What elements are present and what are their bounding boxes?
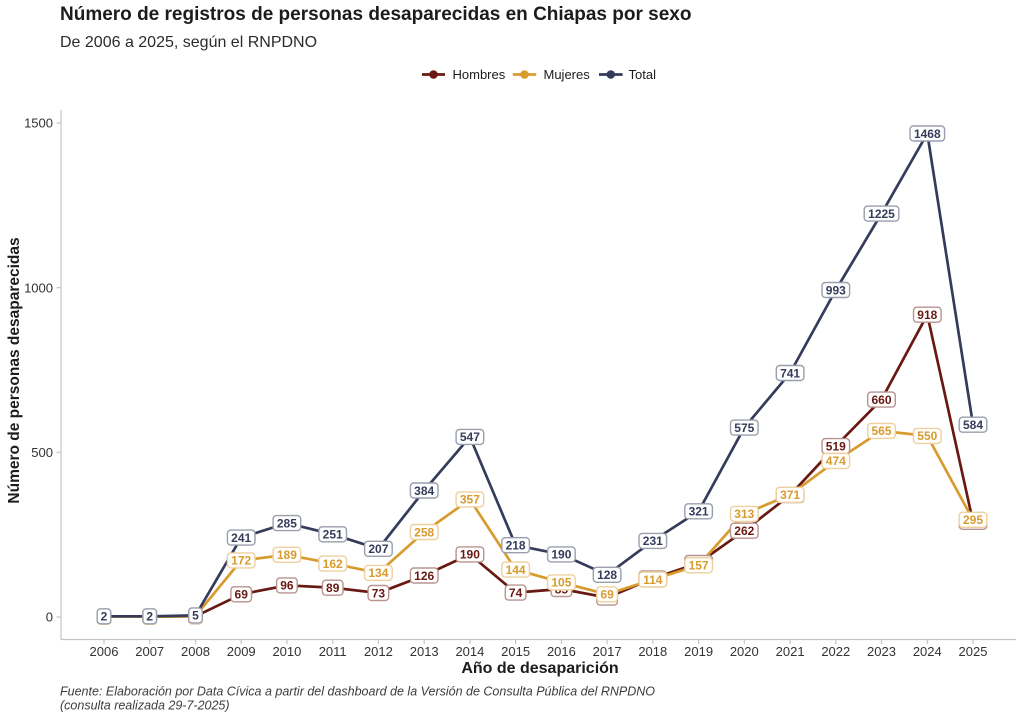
svg-text:2014: 2014	[455, 644, 484, 659]
svg-text:231: 231	[643, 534, 663, 548]
svg-text:Fuente: Elaboración por Data C: Fuente: Elaboración por Data Cívica a pa…	[60, 685, 655, 699]
svg-text:2011: 2011	[319, 644, 347, 659]
svg-text:5: 5	[192, 609, 199, 623]
svg-text:2008: 2008	[181, 644, 210, 659]
svg-text:144: 144	[506, 563, 526, 577]
svg-text:584: 584	[963, 418, 983, 432]
svg-text:73: 73	[372, 586, 386, 600]
svg-text:128: 128	[597, 568, 617, 582]
svg-text:519: 519	[826, 439, 846, 453]
svg-text:69: 69	[600, 588, 614, 602]
svg-text:2006: 2006	[90, 644, 119, 659]
svg-text:2019: 2019	[684, 644, 713, 659]
svg-text:262: 262	[734, 524, 754, 538]
svg-text:547: 547	[460, 430, 480, 444]
svg-text:172: 172	[231, 554, 251, 568]
svg-text:1468: 1468	[914, 127, 941, 141]
svg-text:69: 69	[235, 588, 249, 602]
svg-text:550: 550	[917, 429, 937, 443]
svg-text:190: 190	[551, 548, 571, 562]
svg-text:993: 993	[826, 283, 846, 297]
svg-text:258: 258	[414, 525, 434, 539]
svg-text:134: 134	[368, 566, 388, 580]
svg-text:2016: 2016	[547, 644, 576, 659]
svg-text:384: 384	[414, 484, 434, 498]
svg-text:0: 0	[46, 610, 53, 625]
svg-text:207: 207	[368, 542, 388, 556]
svg-text:2: 2	[101, 610, 108, 624]
svg-text:565: 565	[871, 424, 891, 438]
svg-text:162: 162	[323, 557, 343, 571]
svg-text:474: 474	[826, 454, 846, 468]
svg-text:2024: 2024	[913, 644, 942, 659]
svg-text:2025: 2025	[959, 644, 988, 659]
svg-text:2: 2	[146, 610, 153, 624]
svg-text:285: 285	[277, 516, 297, 530]
svg-text:241: 241	[231, 531, 251, 545]
svg-text:1225: 1225	[868, 207, 895, 221]
svg-text:Mujeres: Mujeres	[544, 67, 591, 82]
svg-text:918: 918	[917, 308, 937, 322]
svg-text:Hombres: Hombres	[453, 67, 506, 82]
svg-text:Número de personas desaparecid: Número de personas desaparecidas	[6, 237, 23, 503]
svg-text:371: 371	[780, 488, 800, 502]
svg-text:89: 89	[326, 581, 340, 595]
svg-text:2010: 2010	[272, 644, 301, 659]
svg-text:500: 500	[31, 445, 53, 460]
svg-text:2009: 2009	[227, 644, 256, 659]
svg-text:114: 114	[643, 573, 663, 587]
svg-text:(consulta realizada 29-7-2025): (consulta realizada 29-7-2025)	[60, 699, 230, 713]
svg-text:Total: Total	[629, 67, 657, 82]
svg-text:2013: 2013	[410, 644, 439, 659]
svg-text:126: 126	[414, 569, 434, 583]
svg-text:105: 105	[551, 576, 571, 590]
svg-text:2015: 2015	[501, 644, 530, 659]
svg-text:1000: 1000	[24, 280, 53, 295]
svg-text:251: 251	[323, 528, 343, 542]
svg-text:189: 189	[277, 548, 297, 562]
svg-text:2017: 2017	[593, 644, 622, 659]
svg-text:2023: 2023	[867, 644, 896, 659]
svg-text:575: 575	[734, 421, 754, 435]
svg-text:190: 190	[460, 548, 480, 562]
svg-text:321: 321	[689, 505, 709, 519]
svg-text:157: 157	[689, 559, 709, 573]
svg-text:De 2006 a 2025, según el RNPDN: De 2006 a 2025, según el RNPDNO	[60, 34, 317, 51]
svg-text:218: 218	[506, 539, 526, 553]
svg-text:313: 313	[734, 507, 754, 521]
svg-text:74: 74	[509, 586, 523, 600]
svg-text:295: 295	[963, 513, 983, 527]
svg-text:2018: 2018	[638, 644, 667, 659]
svg-text:2022: 2022	[821, 644, 850, 659]
svg-text:2021: 2021	[776, 644, 805, 659]
svg-text:2020: 2020	[730, 644, 759, 659]
svg-text:Número de registros de persona: Número de registros de personas desapare…	[60, 4, 691, 25]
svg-text:741: 741	[780, 366, 800, 380]
svg-text:660: 660	[871, 393, 891, 407]
svg-text:2012: 2012	[364, 644, 393, 659]
svg-text:Año de desaparición: Año de desaparición	[461, 660, 618, 677]
svg-text:96: 96	[280, 579, 294, 593]
svg-text:2007: 2007	[135, 644, 164, 659]
svg-text:1500: 1500	[24, 116, 53, 131]
svg-text:357: 357	[460, 493, 480, 507]
